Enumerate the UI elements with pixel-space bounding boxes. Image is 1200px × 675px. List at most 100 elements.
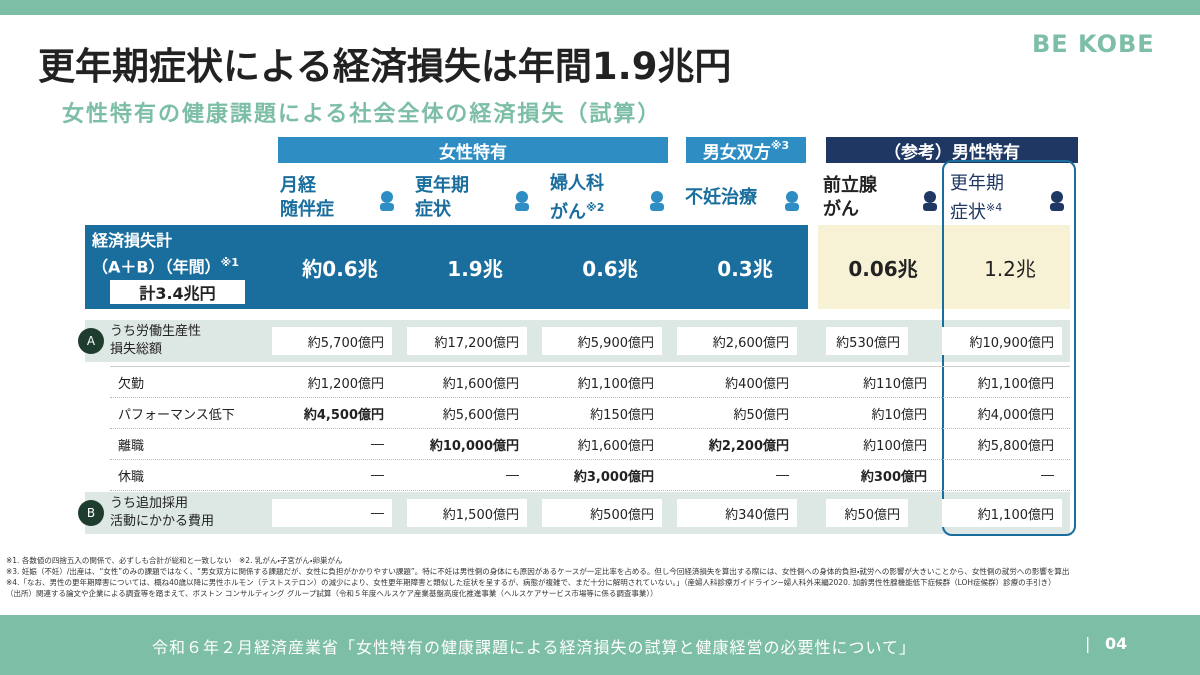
total-value: 1.9兆 [447, 256, 503, 281]
column-label: 更年期 [950, 172, 1004, 194]
row-value: 約4,000億円 [977, 407, 1054, 423]
footer-source: 令和６年２月経済産業省「女性特有の健康課題による経済損失の試算と健康経営の必要性… [152, 638, 917, 657]
row-value: 約50億円 [733, 407, 789, 423]
group-label: 女性特有 [439, 142, 507, 163]
group-label: （参考）男性特有 [884, 142, 1020, 163]
total-value: 0.06兆 [848, 256, 918, 281]
row-value: 約2,200億円 [708, 438, 789, 454]
section-label-line: 損失総額 [110, 342, 163, 357]
group-note: ※3 [770, 139, 790, 152]
row-block-line [110, 366, 1070, 367]
column-note: ※4 [986, 200, 1003, 214]
row-value: 約10,000億円 [429, 438, 519, 454]
icon-svg [380, 191, 394, 211]
section-value: 約50億円 [826, 499, 908, 527]
row-rule [110, 490, 1070, 491]
column-label: がん [823, 199, 859, 220]
column-header: 更年期症状※4 [950, 172, 1080, 224]
footer-sep: | [1085, 634, 1091, 653]
section-label: うち労働生産性 損失総額 [110, 323, 270, 359]
row-value: 約100億円 [863, 438, 927, 454]
row-value: 約150億円 [590, 407, 654, 423]
row-value: 約3,000億円 [573, 469, 654, 485]
row-rule [110, 428, 1070, 429]
row-value: 約1,600億円 [442, 376, 519, 392]
row-label: 欠勤 [118, 377, 145, 392]
column-label: 前立腺 [823, 175, 877, 196]
section-value: 約5,900億円 [542, 327, 662, 355]
footnote: ※1. 各数値の四捨五入の関係で、必ずしも合計が総和と一致しない ※2. 乳がん… [6, 556, 343, 565]
column-header: 更年期 症状 [415, 172, 545, 224]
icon [645, 188, 669, 212]
column-label: 婦人科 [550, 172, 604, 194]
group-label: 男女双方 [702, 142, 771, 163]
row-label: 休職 [118, 470, 145, 485]
column-label: 月経 [280, 175, 316, 196]
subtitle: 女性特有の健康課題による社会全体の経済損失（試算） [62, 102, 662, 127]
section-label-line: うち労働生産性 [110, 324, 202, 339]
row-value: 約110億円 [863, 376, 927, 392]
column-header: 前立腺 がん [823, 172, 953, 224]
row-value: ― [506, 467, 519, 483]
row-value: ― [371, 467, 384, 483]
footnote: （出所）関連する論文や企業による調査等を踏まえて、ボストン コンサルティング グ… [6, 589, 658, 598]
icon [780, 188, 804, 212]
row-rule [110, 459, 1070, 460]
section-value: 約500億円 [542, 499, 662, 527]
section-value: ― [272, 499, 392, 527]
column-note: ※2 [586, 200, 605, 214]
icon-svg [923, 191, 937, 211]
row-value: 約10億円 [871, 407, 927, 423]
column-label: 更年期 [415, 175, 469, 196]
section-value: 約2,600億円 [677, 327, 797, 355]
section-label: うち追加採用 活動にかかる費用 [110, 495, 270, 531]
section-value: 約530億円 [826, 327, 908, 355]
page-number: 04 [1105, 634, 1128, 653]
row-label: 離職 [118, 439, 145, 454]
total-label-line: 経済損失計 [92, 231, 173, 250]
row-value: 約1,100億円 [577, 376, 654, 392]
section-label-line: 活動にかかる費用 [110, 514, 215, 529]
total-label-line: （A＋B）（年間） [92, 257, 221, 277]
section-value: 約1,100億円 [942, 499, 1062, 527]
icon-svg [785, 191, 799, 211]
icon [375, 188, 399, 212]
icon [1045, 188, 1069, 212]
total-value: 1.2兆 [984, 256, 1036, 281]
footnote: ※4.「なお、男性の更年期障害については、概ね40歳以降に男性ホルモン（テストス… [6, 578, 1056, 587]
row-value: ― [371, 436, 384, 452]
group-header: （参考）男性特有 [826, 137, 1078, 163]
footer-bar [0, 615, 1200, 675]
total-value: 0.6兆 [582, 256, 638, 281]
column-label: 随伴症 [280, 199, 334, 220]
row-value: ― [776, 467, 789, 483]
badge: A [78, 328, 104, 354]
top-bar [0, 0, 1200, 15]
icon-svg [650, 191, 664, 211]
row-value: 約5,800億円 [977, 438, 1054, 454]
row-value: ― [1041, 467, 1054, 483]
total-value: 約0.6兆 [302, 256, 378, 281]
column-label: がん [550, 201, 586, 223]
row-value: 約300億円 [860, 469, 927, 485]
column-label: 症状 [950, 201, 986, 223]
icon-svg [515, 191, 529, 211]
group-header: 女性特有 [278, 137, 668, 163]
men-total-band [818, 225, 1070, 309]
section-value: 約17,200億円 [407, 327, 527, 355]
section-value: 約1,500億円 [407, 499, 527, 527]
column-header: 婦人科がん※2 [550, 172, 680, 224]
total-label: 経済損失計 （A＋B）（年間）※1 [92, 230, 272, 278]
section-value: 約10,900億円 [942, 327, 1062, 355]
row-value: 約4,500億円 [303, 407, 384, 423]
group-header: 男女双方 ※3 [686, 137, 806, 163]
section-value: 約5,700億円 [272, 327, 392, 355]
icon-svg [1050, 191, 1064, 211]
column-label: 不妊治療 [685, 187, 757, 208]
brand: BE KOBE [1032, 30, 1155, 58]
row-value: 約5,600億円 [442, 407, 519, 423]
column-label: 症状 [415, 199, 451, 220]
row-label: パフォーマンス低下 [118, 408, 235, 423]
row-value: 約1,100億円 [977, 376, 1054, 392]
